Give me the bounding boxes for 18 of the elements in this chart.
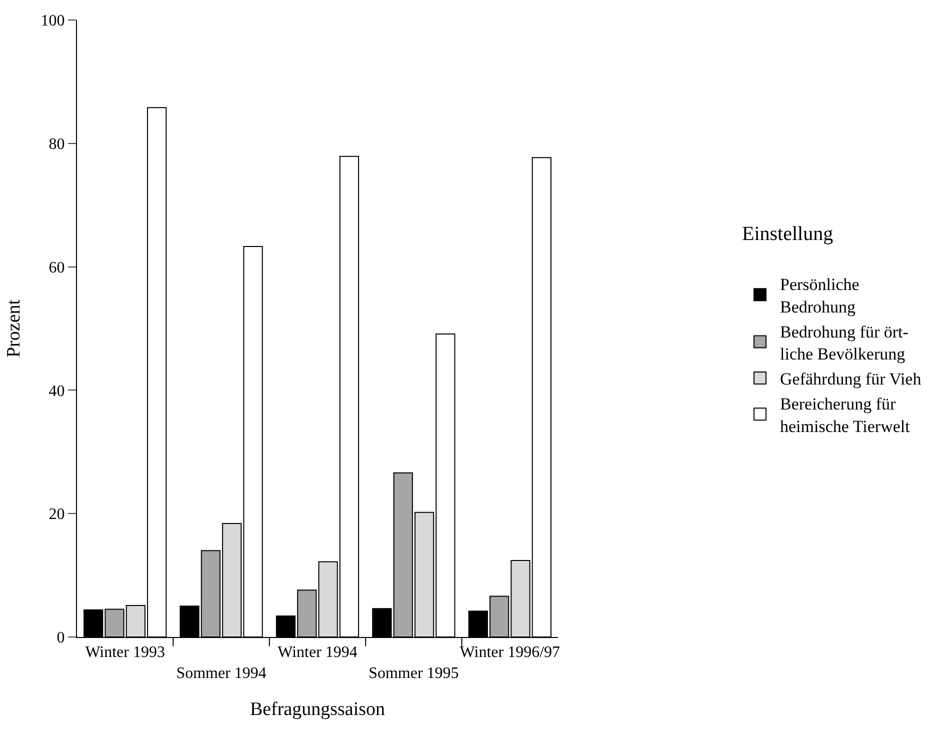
y-tick-label: 80 [48,136,65,153]
legend-title: Einstellung [742,223,834,245]
y-axis-title: Prozent [4,298,25,358]
y-tick-label: 0 [56,630,65,647]
legend-label: Bereicherung für heimische Tierwelt [780,394,910,436]
x-tick-label: Sommer 1994 [176,665,266,682]
y-tick-label: 20 [48,506,65,524]
x-tick-label: Winter 1994 [278,644,358,662]
x-tick-label: Sommer 1995 [368,665,459,682]
x-axis-title: Befragungssaison [250,698,386,720]
legend-label: Bedrohung für ört- liche Bevölkerung [780,322,909,364]
y-tick-label: 100 [40,12,65,30]
x-tick-label: Winter 1996/97 [460,644,560,662]
legend-label: Persönliche Bedrohung [780,275,860,316]
legend-label: Gefährdung für Vieh [780,370,922,389]
y-tick-label: 60 [48,259,65,276]
y-tick-label: 40 [48,382,65,400]
x-tick-label: Winter 1993 [85,644,165,662]
